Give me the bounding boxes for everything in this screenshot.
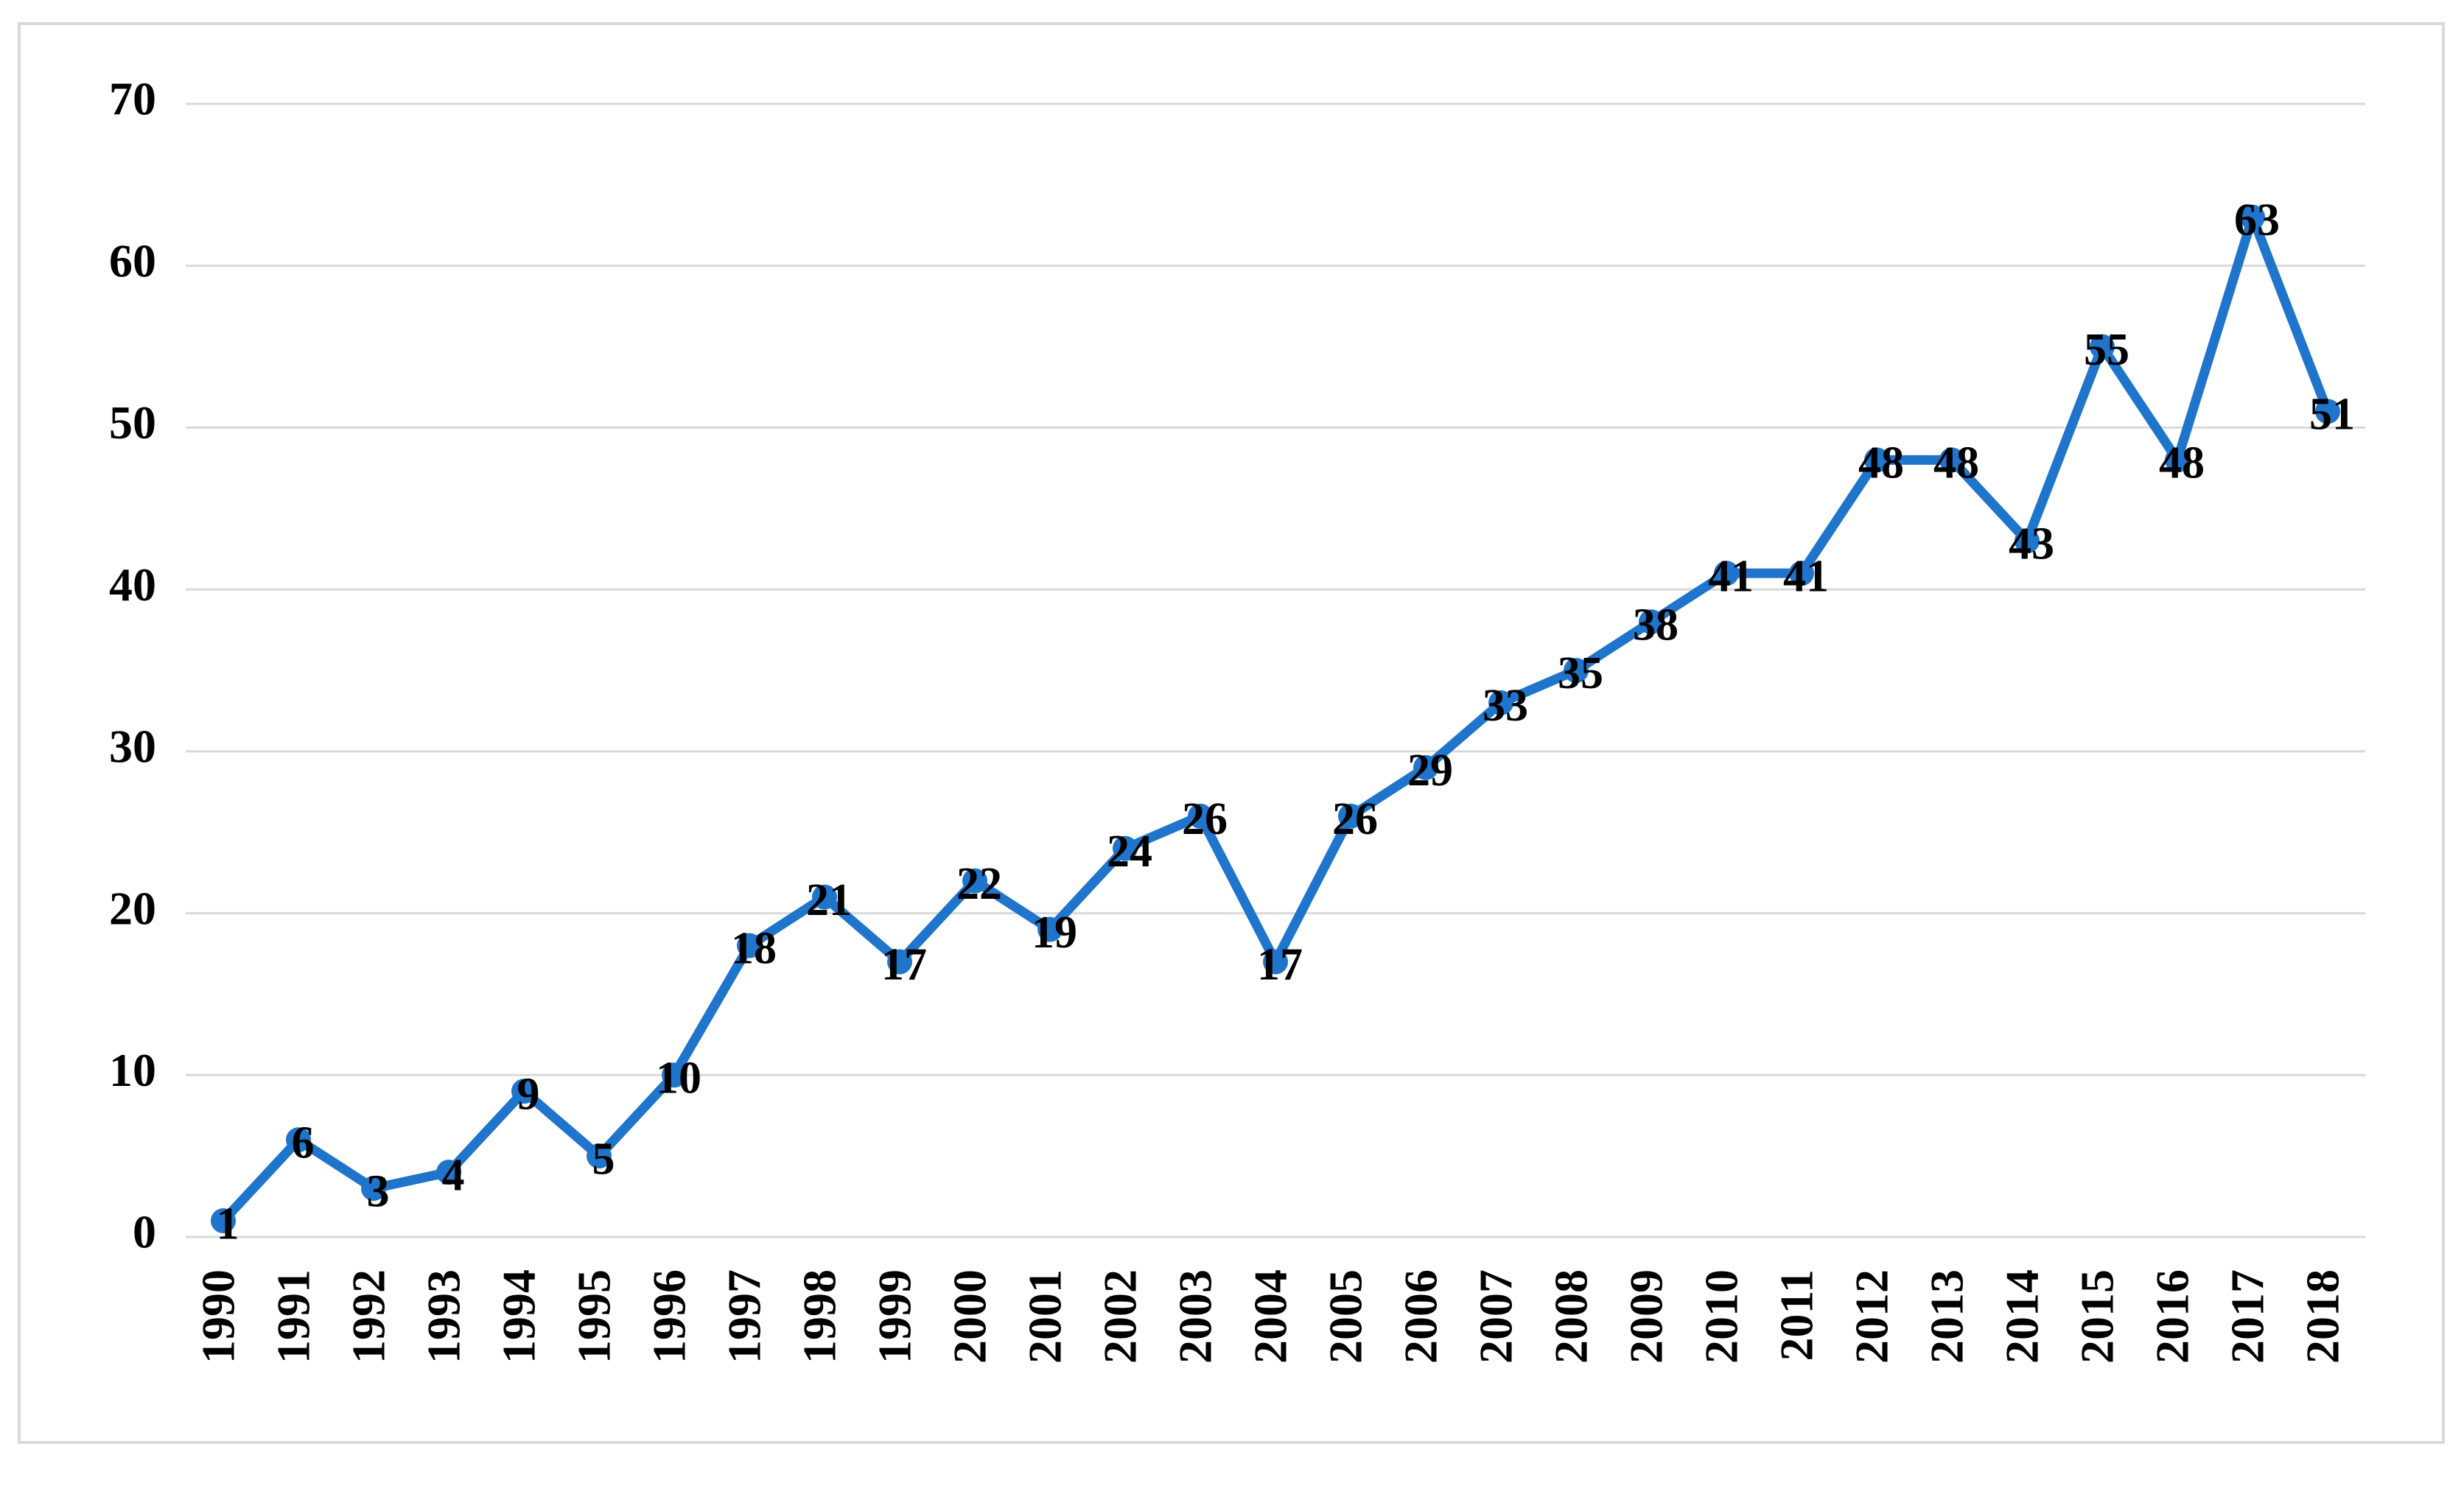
data-label: 10 [656,1053,701,1104]
data-point [361,1176,386,1202]
data-point [2090,334,2115,360]
x-tick-label: 2001 [1019,1269,1071,1364]
x-tick-label: 2007 [1470,1269,1522,1364]
x-tick-label: 1999 [869,1269,921,1364]
data-label: 24 [1107,827,1152,877]
data-label: 3 [367,1166,390,1216]
data-label: 26 [1182,794,1228,844]
data-point [211,1208,236,1234]
data-point [1488,690,1513,715]
data-label: 17 [1257,940,1303,990]
data-label: 35 [1558,648,1603,698]
x-tick-label: 1996 [643,1269,696,1364]
x-tick-label: 2000 [944,1269,996,1364]
x-tick-label: 1998 [794,1269,846,1364]
data-point [1714,561,1739,586]
data-label: 26 [1332,794,1378,844]
data-label: 5 [592,1134,615,1184]
x-tick-label: 1992 [343,1269,395,1364]
data-label: 48 [2159,438,2205,488]
x-tick-label: 1995 [568,1269,620,1364]
data-point [1564,658,1589,683]
data-point [2165,447,2190,473]
data-label: 33 [1483,681,1528,731]
data-label: 4 [442,1150,465,1200]
data-point [436,1160,461,1185]
x-tick-label: 2015 [2071,1269,2124,1364]
x-tick-label: 2017 [2222,1269,2274,1364]
data-point [511,1079,536,1104]
x-tick-label: 2005 [1320,1269,1372,1364]
data-point [1338,803,1363,829]
data-label: 48 [1933,438,1979,488]
data-point [587,1143,612,1169]
data-point [286,1127,311,1153]
data-label: 6 [292,1118,315,1168]
data-label: 55 [2084,325,2129,375]
x-tick-label: 2009 [1620,1269,1673,1364]
chart-frame [18,22,2445,1444]
data-label: 41 [1783,551,1829,601]
x-tick-label: 2003 [1169,1269,1222,1364]
data-label: 17 [881,940,927,990]
data-label: 41 [1708,551,1754,601]
data-point [1263,949,1288,975]
data-label: 18 [731,924,777,974]
x-tick-label: 2010 [1695,1269,1748,1364]
x-tick-label: 2016 [2146,1269,2199,1364]
x-tick-label: 1994 [493,1269,545,1364]
data-point [1639,609,1664,635]
data-label: 19 [1032,908,1077,958]
x-tick-label: 2014 [1996,1269,2048,1364]
y-tick-label: 60 [109,234,156,287]
data-point [1789,561,1814,586]
data-point [737,933,762,958]
x-tick-label: 2002 [1094,1269,1147,1364]
data-point [1864,447,1889,473]
x-tick-label: 2006 [1395,1269,1447,1364]
y-tick-label: 10 [109,1044,156,1096]
data-label: 43 [2009,519,2054,569]
data-point [1188,803,1213,829]
data-point [887,949,912,975]
data-label: 51 [2309,390,2355,440]
x-tick-label: 2012 [1846,1269,1898,1364]
data-point [962,868,987,894]
data-point [1413,754,1438,780]
data-label: 38 [1633,600,1679,650]
y-tick-label: 20 [109,882,156,934]
x-tick-label: 2004 [1245,1269,1297,1364]
data-label: 22 [956,859,1002,909]
x-tick-label: 2011 [1771,1269,1823,1361]
x-tick-label: 2013 [1921,1269,1973,1364]
data-point [1037,916,1063,942]
data-point [1939,447,1964,473]
data-point [662,1062,687,1088]
data-point [2015,528,2040,554]
x-tick-label: 2018 [2297,1269,2349,1364]
x-tick-label: 1990 [192,1269,245,1364]
x-tick-label: 2008 [1545,1269,1597,1364]
y-tick-label: 50 [109,396,156,449]
data-label: 21 [806,875,852,925]
x-tick-label: 1993 [418,1269,470,1364]
data-label: 63 [2234,195,2280,245]
y-tick-label: 0 [133,1206,156,1258]
data-label: 29 [1407,746,1453,796]
y-tick-label: 40 [109,558,156,611]
data-label: 9 [517,1069,540,1119]
y-tick-label: 30 [109,721,156,773]
data-label: 48 [1858,438,1904,488]
x-tick-label: 1997 [718,1269,771,1364]
y-tick-label: 70 [109,73,156,125]
data-point [2240,204,2265,230]
data-point [812,884,837,910]
x-tick-label: 1991 [267,1269,320,1364]
data-point [2315,399,2340,424]
data-point [1113,835,1138,861]
data-label: 1 [217,1199,239,1249]
